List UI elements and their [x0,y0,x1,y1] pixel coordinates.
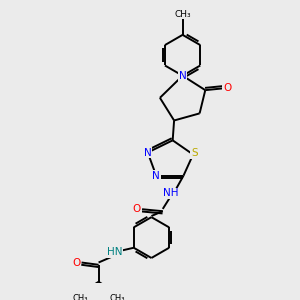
Text: S: S [191,148,198,158]
Text: N: N [152,171,160,181]
Text: HN: HN [107,247,122,257]
Text: N: N [144,148,152,158]
Text: CH₃: CH₃ [174,10,191,19]
Text: NH: NH [163,188,178,198]
Text: CH₃: CH₃ [72,294,88,300]
Text: O: O [133,204,141,214]
Text: O: O [223,83,232,93]
Text: N: N [179,71,187,81]
Text: O: O [72,257,81,268]
Text: CH₃: CH₃ [109,294,125,300]
